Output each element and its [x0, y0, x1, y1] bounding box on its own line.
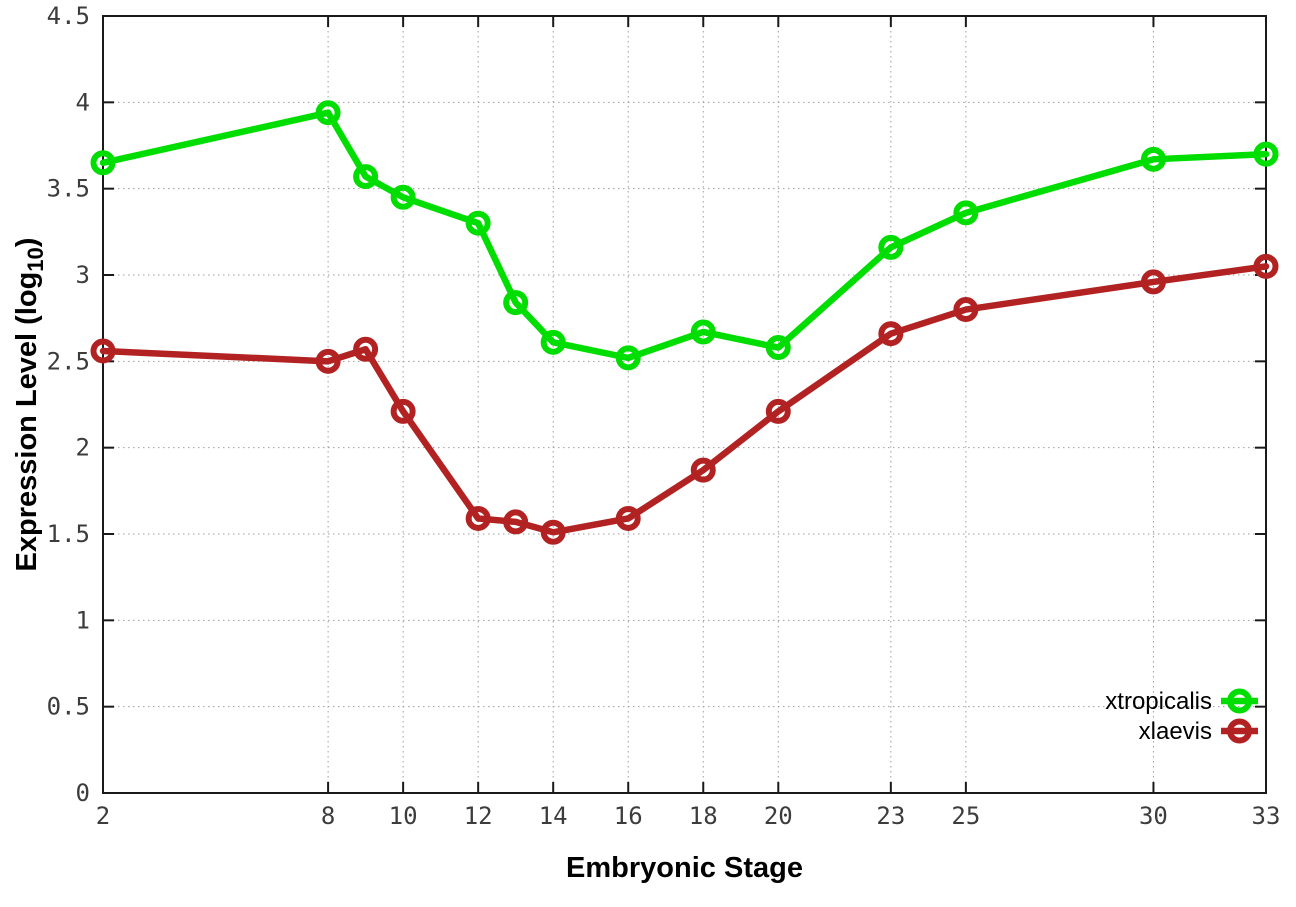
- plot-border: [102, 15, 1267, 794]
- x-tick-label: 14: [539, 802, 568, 830]
- xtropicalis-point-18: [690, 319, 716, 345]
- xtropicalis-point-14: [540, 329, 566, 355]
- xtropicalis-point-20: [765, 335, 791, 361]
- xlaevis-point-9: [353, 336, 379, 362]
- xlaevis-point-16: [615, 505, 641, 531]
- y-tick-label: 0: [76, 779, 90, 807]
- xtropicalis-point-10: [390, 184, 416, 210]
- x-tick-labels: 2 8 10 12 14 16 18 20 23 25 30 33: [96, 802, 1281, 830]
- x-tick-label: 25: [951, 802, 980, 830]
- legend-item-xtropicalis: xtropicalis: [1105, 688, 1258, 715]
- xtropicalis-point-2: [90, 150, 116, 176]
- xlaevis-point-12: [465, 505, 491, 531]
- y-axis-title: Expression Level (log10): [11, 238, 48, 572]
- xtropicalis-point-33: [1253, 141, 1279, 167]
- y-tick-label: 1.5: [47, 520, 90, 548]
- xlaevis-point-14: [540, 519, 566, 545]
- xlaevis-point-23: [878, 321, 904, 347]
- legend: xtropicalis xlaevis: [1105, 688, 1258, 745]
- gridlines: [103, 15, 1266, 793]
- xlaevis-point-20: [765, 398, 791, 424]
- x-tick-label: 2: [96, 802, 110, 830]
- legend-item-xlaevis: xlaevis: [1139, 718, 1258, 745]
- x-axis-title: Embryonic Stage: [566, 852, 803, 884]
- xlaevis-point-30: [1140, 269, 1166, 295]
- xlaevis-point-8: [315, 348, 341, 374]
- xtropicalis-point-25: [953, 200, 979, 226]
- xtropicalis-point-13: [503, 290, 529, 316]
- legend-sample-marker: [1227, 688, 1252, 714]
- x-tick-label: 12: [464, 802, 493, 830]
- y-tick-label: 4: [76, 88, 90, 116]
- xtropicalis-point-30: [1140, 146, 1166, 172]
- y-tick-label: 3: [76, 261, 90, 289]
- xlaevis-point-18: [690, 457, 716, 483]
- xlaevis-point-33: [1253, 253, 1279, 279]
- xlaevis-line: [99, 263, 1270, 536]
- x-tick-label: 16: [614, 802, 643, 830]
- x-tick-label: 30: [1139, 802, 1168, 830]
- y-tick-label: 4.5: [47, 2, 90, 30]
- y-tick-label: 2: [76, 434, 90, 462]
- xlaevis-point-25: [953, 297, 979, 323]
- series-xlaevis: [90, 253, 1279, 545]
- xtropicalis-point-23: [878, 234, 904, 260]
- legend-label-xtropicalis: xtropicalis: [1105, 688, 1212, 715]
- xtropicalis-point-9: [353, 164, 379, 190]
- legend-label-xlaevis: xlaevis: [1139, 718, 1212, 745]
- y-tick-label: 2.5: [47, 347, 90, 375]
- axis-ticks: [102, 15, 1267, 794]
- legend-sample-marker: [1227, 718, 1252, 744]
- xtropicalis-point-8: [315, 100, 341, 126]
- x-tick-label: 33: [1252, 802, 1281, 830]
- x-tick-label: 20: [764, 802, 793, 830]
- series-xtropicalis: [90, 100, 1279, 371]
- x-tick-label: 23: [876, 802, 905, 830]
- x-tick-label: 10: [389, 802, 418, 830]
- xlaevis-point-13: [503, 509, 529, 535]
- xlaevis-point-2: [90, 338, 116, 364]
- xlaevis-point-10: [390, 398, 416, 424]
- y-tick-label: 3.5: [47, 175, 90, 203]
- x-tick-label: 18: [689, 802, 718, 830]
- y-tick-label: 1: [76, 606, 90, 634]
- x-tick-label: 8: [321, 802, 335, 830]
- y-tick-labels: 0 0.5 1 1.5 2 2.5 3 3.5 4 4.5: [47, 2, 90, 807]
- xtropicalis-line: [99, 109, 1270, 362]
- xtropicalis-point-16: [615, 345, 641, 371]
- xtropicalis-point-12: [465, 210, 491, 236]
- y-tick-label: 0.5: [47, 693, 90, 721]
